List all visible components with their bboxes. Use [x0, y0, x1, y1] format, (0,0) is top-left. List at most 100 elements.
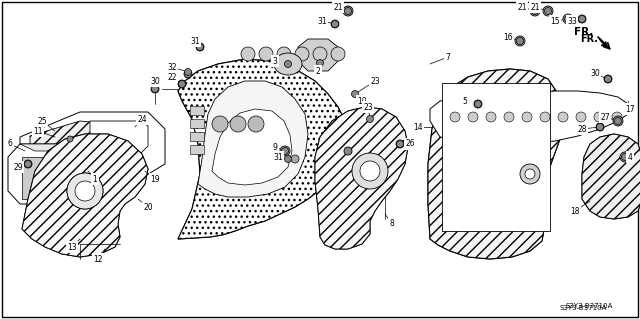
Circle shape [184, 70, 192, 78]
Text: 24: 24 [137, 115, 147, 123]
Polygon shape [315, 107, 408, 249]
Circle shape [515, 36, 525, 46]
Text: 32: 32 [167, 63, 177, 71]
Polygon shape [212, 109, 292, 185]
Polygon shape [75, 144, 90, 204]
Text: 33: 33 [567, 17, 577, 26]
Text: 30: 30 [590, 70, 600, 78]
Circle shape [280, 146, 290, 156]
Polygon shape [582, 134, 640, 219]
Circle shape [343, 6, 353, 16]
Circle shape [75, 181, 95, 201]
Text: 18: 18 [570, 206, 580, 216]
Circle shape [474, 100, 481, 108]
Text: 14: 14 [413, 122, 423, 131]
Circle shape [543, 6, 553, 16]
Circle shape [151, 85, 159, 93]
Text: 3: 3 [273, 56, 277, 65]
Text: 13: 13 [67, 242, 77, 251]
Circle shape [285, 155, 291, 162]
Bar [190, 119, 204, 128]
Circle shape [248, 116, 264, 132]
Circle shape [282, 147, 289, 154]
Circle shape [564, 16, 572, 23]
Text: S3Y3-B3710A: S3Y3-B3710A [560, 305, 607, 311]
Text: 12: 12 [93, 255, 103, 263]
Circle shape [613, 116, 623, 126]
Circle shape [285, 61, 291, 68]
Circle shape [474, 100, 482, 108]
Bar [22, 157, 67, 199]
Circle shape [196, 43, 204, 51]
Polygon shape [20, 112, 165, 179]
Polygon shape [428, 69, 562, 259]
Circle shape [621, 153, 628, 160]
Text: 27: 27 [600, 113, 610, 122]
Text: 29: 29 [13, 162, 23, 172]
Circle shape [468, 112, 478, 122]
Text: 21: 21 [531, 3, 540, 11]
Polygon shape [30, 121, 145, 151]
Circle shape [24, 160, 32, 168]
Circle shape [331, 20, 339, 28]
Text: 15: 15 [550, 17, 560, 26]
Text: FR.: FR. [574, 27, 594, 37]
Circle shape [558, 112, 568, 122]
Circle shape [563, 14, 573, 24]
Circle shape [184, 69, 191, 76]
Circle shape [152, 85, 159, 93]
Text: 8: 8 [390, 219, 394, 228]
Text: 31: 31 [273, 152, 283, 161]
Circle shape [530, 6, 540, 16]
Polygon shape [315, 107, 408, 249]
Text: 19: 19 [150, 174, 160, 183]
Text: 20: 20 [143, 203, 153, 211]
Polygon shape [90, 121, 148, 154]
Polygon shape [582, 134, 640, 219]
Text: 10: 10 [357, 97, 367, 106]
Circle shape [81, 187, 89, 195]
Circle shape [277, 47, 291, 61]
Circle shape [576, 112, 586, 122]
Circle shape [594, 112, 604, 122]
Circle shape [75, 181, 95, 201]
Circle shape [230, 116, 246, 132]
Circle shape [313, 47, 327, 61]
Text: 28: 28 [577, 124, 587, 133]
Circle shape [179, 80, 186, 87]
Text: 21: 21 [517, 3, 527, 11]
Text: 26: 26 [405, 139, 415, 149]
Circle shape [331, 47, 345, 61]
Polygon shape [430, 91, 628, 144]
Circle shape [525, 169, 535, 179]
Text: 16: 16 [503, 33, 513, 41]
Circle shape [344, 147, 352, 155]
Circle shape [545, 8, 552, 14]
Circle shape [67, 136, 73, 142]
Bar [190, 106, 204, 115]
Text: 6: 6 [8, 139, 12, 149]
Text: 4: 4 [628, 152, 632, 161]
Text: 25: 25 [37, 116, 47, 125]
Circle shape [344, 8, 351, 14]
Text: 5: 5 [463, 97, 467, 106]
Circle shape [614, 117, 621, 124]
Circle shape [241, 47, 255, 61]
Circle shape [612, 112, 622, 122]
Bar [190, 132, 204, 141]
Circle shape [578, 15, 586, 23]
Text: 22: 22 [167, 72, 177, 81]
Circle shape [352, 153, 388, 189]
Polygon shape [8, 144, 90, 204]
Circle shape [259, 47, 273, 61]
Circle shape [212, 116, 228, 132]
Circle shape [579, 16, 586, 23]
Polygon shape [428, 69, 562, 259]
Text: 11: 11 [33, 127, 43, 136]
Circle shape [178, 80, 186, 88]
Circle shape [367, 115, 374, 122]
Polygon shape [198, 81, 308, 197]
Circle shape [396, 140, 404, 148]
Text: 7: 7 [445, 53, 451, 62]
Circle shape [450, 112, 460, 122]
